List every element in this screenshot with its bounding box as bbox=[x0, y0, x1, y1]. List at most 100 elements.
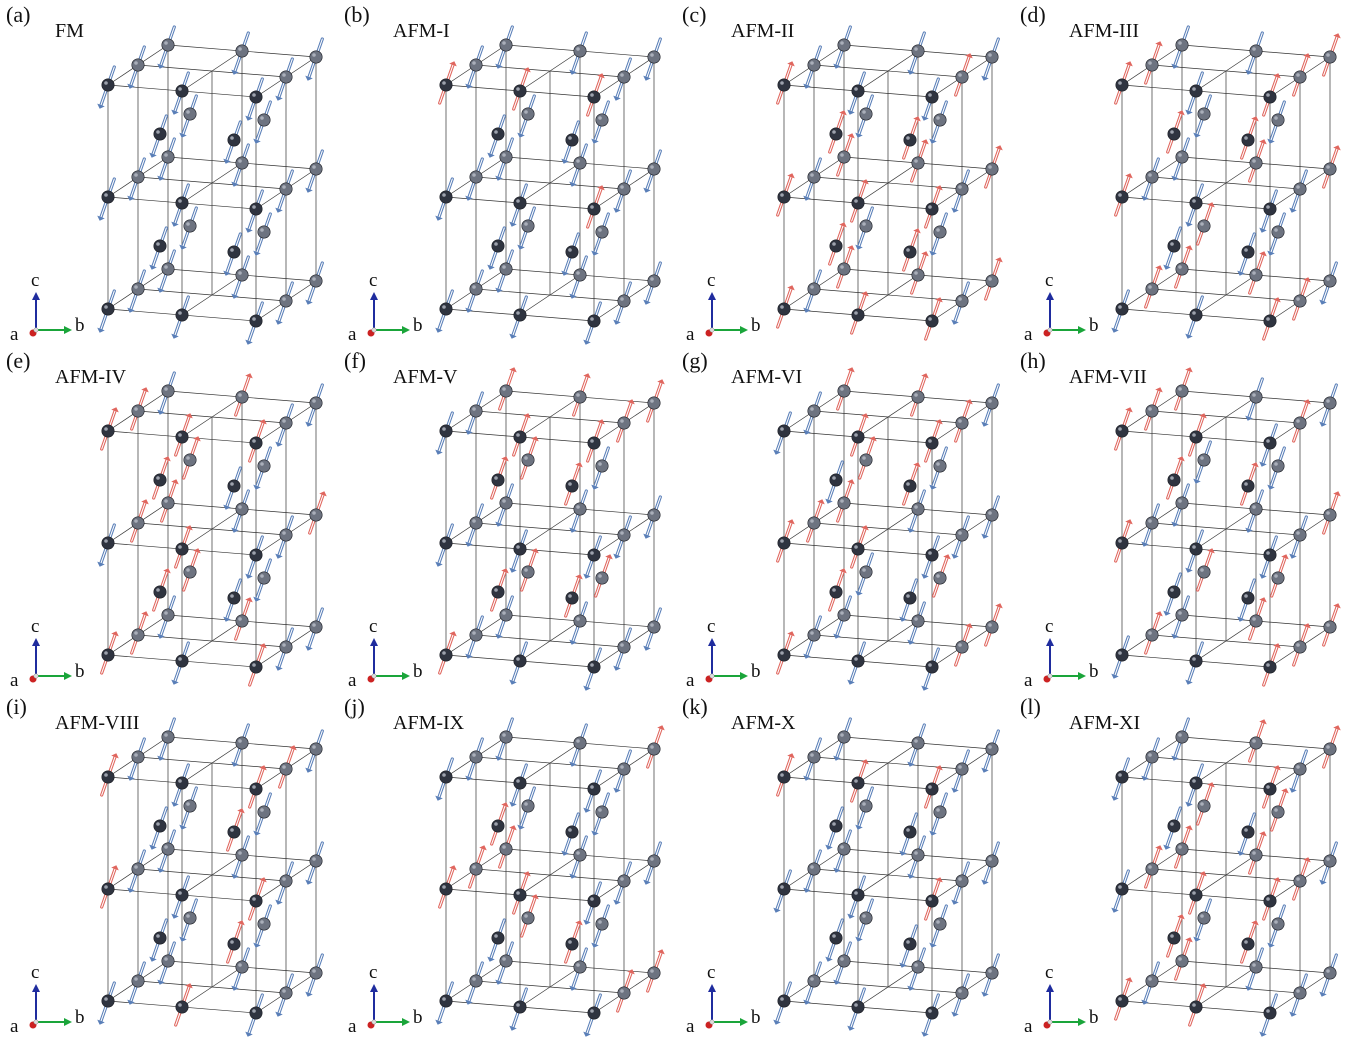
atom bbox=[469, 628, 483, 642]
axis-triad bbox=[367, 292, 410, 337]
panel-title: AFM-X bbox=[731, 712, 796, 734]
atom bbox=[235, 156, 249, 170]
atom-highlight bbox=[620, 73, 624, 77]
atom bbox=[279, 528, 293, 542]
atom-highlight bbox=[598, 920, 602, 924]
atom bbox=[777, 882, 791, 896]
b-axis-head bbox=[1078, 1018, 1086, 1026]
atom bbox=[911, 614, 925, 628]
atom-highlight bbox=[936, 574, 940, 578]
axis-label-a: a bbox=[348, 670, 357, 691]
atom-highlight bbox=[576, 505, 580, 509]
atom-highlight bbox=[1148, 407, 1152, 411]
atom-highlight bbox=[238, 739, 242, 743]
atom bbox=[1145, 628, 1159, 642]
atom-highlight bbox=[312, 511, 316, 515]
atom bbox=[439, 424, 453, 438]
atom-highlight bbox=[1274, 808, 1278, 812]
atom bbox=[153, 239, 167, 253]
atom bbox=[469, 170, 483, 184]
atom-highlight bbox=[502, 153, 506, 157]
atom bbox=[1189, 84, 1203, 98]
atom-highlight bbox=[1252, 851, 1256, 855]
crystal-structure bbox=[367, 367, 665, 691]
atom bbox=[131, 58, 145, 72]
panel-title: FM bbox=[55, 20, 84, 42]
atom-highlight bbox=[1296, 297, 1300, 301]
origin-dot bbox=[709, 673, 715, 679]
atom-highlight bbox=[1274, 574, 1278, 578]
atom bbox=[911, 44, 925, 58]
atom-highlight bbox=[104, 81, 108, 85]
atom-highlight bbox=[576, 393, 580, 397]
atom-highlight bbox=[502, 499, 506, 503]
axis-label-b: b bbox=[751, 315, 761, 336]
b-axis-head bbox=[1078, 672, 1086, 680]
crystal-structure bbox=[29, 371, 327, 687]
atom bbox=[1189, 196, 1203, 210]
atom-highlight bbox=[312, 165, 316, 169]
atom-highlight bbox=[502, 611, 506, 615]
atom bbox=[1323, 742, 1337, 756]
atom bbox=[647, 508, 661, 522]
atoms-and-spins bbox=[97, 25, 324, 345]
atom bbox=[777, 536, 791, 550]
atom bbox=[227, 937, 241, 951]
atom bbox=[161, 384, 175, 398]
atom bbox=[131, 282, 145, 296]
b-axis-head bbox=[64, 1018, 72, 1026]
atom bbox=[911, 736, 925, 750]
atom bbox=[1175, 150, 1189, 164]
atom bbox=[985, 854, 999, 868]
atom bbox=[161, 150, 175, 164]
atom bbox=[1323, 274, 1337, 288]
atom bbox=[161, 496, 175, 510]
atom bbox=[1197, 565, 1211, 579]
atoms-and-spins bbox=[1111, 367, 1341, 687]
atom bbox=[499, 954, 513, 968]
atom bbox=[1115, 78, 1129, 92]
atom-highlight bbox=[1170, 934, 1174, 938]
atom bbox=[925, 660, 939, 674]
atom bbox=[829, 473, 843, 487]
atom-highlight bbox=[178, 87, 182, 91]
atom-highlight bbox=[810, 61, 814, 65]
atom bbox=[595, 225, 609, 239]
atom bbox=[617, 874, 631, 888]
atom-highlight bbox=[906, 248, 910, 252]
atom-highlight bbox=[1266, 1009, 1270, 1013]
atom bbox=[565, 479, 579, 493]
atom-highlight bbox=[840, 499, 844, 503]
atom-highlight bbox=[252, 93, 256, 97]
atom-highlight bbox=[134, 631, 138, 635]
atom bbox=[1189, 888, 1203, 902]
axis-label-a: a bbox=[348, 1016, 357, 1037]
atom bbox=[279, 416, 293, 430]
atoms-and-spins bbox=[435, 25, 662, 345]
atom bbox=[1175, 842, 1189, 856]
atom bbox=[985, 966, 999, 980]
atom-highlight bbox=[104, 885, 108, 889]
atom bbox=[903, 591, 917, 605]
atom-highlight bbox=[1244, 940, 1248, 944]
atom bbox=[469, 404, 483, 418]
atom bbox=[499, 730, 513, 744]
atom bbox=[777, 190, 791, 204]
atom bbox=[309, 50, 323, 64]
atom bbox=[829, 127, 843, 141]
axis-label-c: c bbox=[369, 962, 378, 983]
atom bbox=[617, 182, 631, 196]
atom-highlight bbox=[1274, 228, 1278, 232]
atom bbox=[777, 424, 791, 438]
atom-highlight bbox=[1178, 265, 1182, 269]
atom-highlight bbox=[958, 877, 962, 881]
atom-highlight bbox=[472, 753, 476, 757]
atom-highlight bbox=[524, 222, 528, 226]
atom-highlight bbox=[1200, 110, 1204, 114]
atom-highlight bbox=[1244, 594, 1248, 598]
panel-d: (d) AFM-III c a b bbox=[1014, 0, 1352, 346]
atom bbox=[1293, 182, 1307, 196]
atom bbox=[1241, 245, 1255, 259]
atom bbox=[1249, 614, 1263, 628]
atom bbox=[249, 548, 263, 562]
